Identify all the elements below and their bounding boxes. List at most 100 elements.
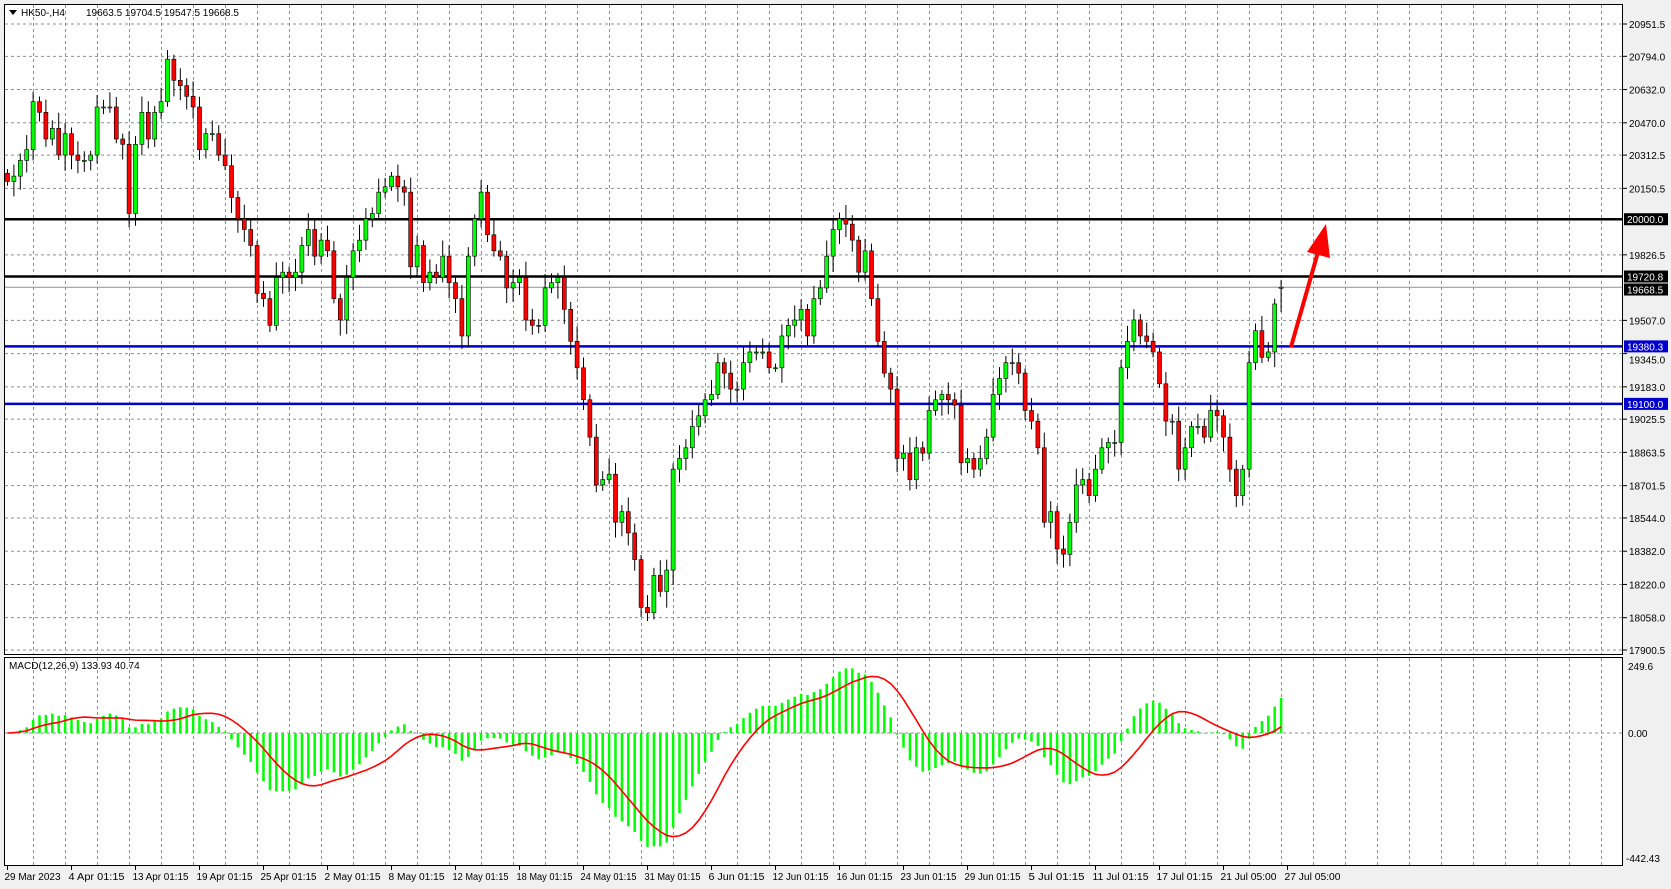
candle-bear (408, 191, 414, 268)
candle-bull (677, 458, 682, 470)
candle-bear (1138, 319, 1143, 337)
candle-bull (165, 58, 170, 102)
arrow-shaft (1289, 251, 1320, 348)
candle-bull (984, 436, 990, 459)
candle-bull (1266, 351, 1271, 358)
candle-bear (229, 165, 234, 198)
candle-bear (235, 197, 241, 220)
price-tick-label: 20470.0 (1629, 119, 1666, 130)
candle-bull (1253, 330, 1258, 363)
level-tag-label: 19668.5 (1627, 286, 1664, 297)
candle-bull (990, 394, 996, 438)
ohlc-readout: 19663.5 19704.5 19547.5 19668.5 (86, 8, 239, 19)
candle-bull (939, 394, 945, 401)
candle-bull (1189, 426, 1194, 449)
candle-bear (875, 298, 881, 342)
candle-bull (1118, 367, 1124, 443)
candle-bear (958, 404, 964, 464)
level-tag-label: 20000.0 (1627, 215, 1664, 226)
macd-scale-zero: 0.00 (1628, 729, 1648, 740)
candle-bull (760, 351, 766, 354)
candle-bull (94, 106, 100, 156)
candles (5, 49, 1284, 621)
candle-bear (721, 362, 727, 374)
candle-bull (741, 362, 746, 390)
candle-bear (216, 133, 221, 156)
candle-bull (1093, 468, 1098, 496)
candle-bear (1227, 436, 1233, 470)
candle-bear (849, 223, 855, 241)
candle-bear (1144, 335, 1149, 342)
candle-bull (203, 133, 209, 150)
candle-bear (267, 298, 273, 326)
candle-bear (114, 106, 119, 140)
time-axis[interactable]: 29 Mar 2023 4 Apr 01:15 13 Apr 01:15 19 Apr… (5, 866, 1341, 883)
time-tick-label: 12 Jun 01:15 (773, 872, 829, 883)
candle-bear (491, 234, 497, 252)
candle-bear (523, 277, 529, 321)
red-arrow-annotation (1289, 224, 1330, 348)
time-tick-label: 8 May 01:15 (389, 872, 445, 883)
candle-bull (747, 351, 753, 363)
candle-bear (587, 399, 593, 438)
level-tag (1624, 213, 1668, 226)
price-tick-label: 19183.0 (1629, 383, 1666, 394)
candle-bull (1246, 362, 1252, 470)
candle-bull (1003, 362, 1009, 379)
candle-bear (1259, 330, 1265, 358)
time-tick-label: 17 Jul 01:15 (1157, 872, 1213, 883)
candle-bull (683, 447, 689, 459)
candle-bear (5, 172, 10, 182)
candle-bull (363, 218, 369, 241)
candle-bear (75, 154, 81, 161)
level-tag (1624, 283, 1668, 296)
candle-bull (293, 271, 298, 278)
price-tick-label: 20951.5 (1629, 20, 1666, 31)
candle-bear (1214, 410, 1220, 417)
candle-bear (529, 319, 535, 326)
candle-bear (1061, 548, 1066, 555)
candle-bull (369, 213, 375, 220)
level-tag (1624, 270, 1668, 283)
candle-bull (49, 128, 55, 140)
candle-bull (785, 325, 791, 337)
candle-bull (1182, 447, 1188, 470)
price-axis[interactable]: 20951.5 20794.0 20632.0 20470.0 20312.5 20150… (1623, 20, 1668, 657)
candle-bear (69, 133, 74, 156)
candle-bear (459, 298, 465, 337)
triangle-down-icon[interactable] (9, 10, 17, 15)
candle-bear (126, 144, 132, 214)
macd-pane-border (4, 657, 1623, 866)
candle-bear (805, 309, 810, 337)
candle-bear (433, 271, 439, 278)
candle-bear (254, 245, 260, 294)
candle-bull (1240, 468, 1245, 496)
level-tag (1624, 340, 1668, 353)
candle-bear (645, 607, 650, 614)
candle-bear (171, 58, 177, 81)
candle-bear (657, 575, 663, 592)
price-tick-label: 18544.0 (1629, 514, 1666, 525)
candle-bull (101, 106, 106, 109)
candle-bull (536, 325, 542, 327)
candle-bear (337, 298, 343, 321)
candle-bull (30, 101, 36, 150)
time-tick-label: 11 Jul 01:15 (1093, 872, 1149, 883)
candle-bull (1131, 319, 1137, 342)
candle-bull (670, 468, 676, 571)
candle-bull (440, 255, 446, 278)
candle-bull (1009, 362, 1015, 364)
candle-bear (638, 559, 644, 608)
candle-bull (792, 319, 798, 326)
time-tick-label: 21 Jul 05:00 (1221, 872, 1277, 883)
time-tick-label: 12 May 01:15 (453, 872, 509, 883)
time-tick-label: 23 Jun 01:15 (901, 872, 957, 883)
candle-bull (107, 106, 113, 109)
time-tick-label: 16 Jun 01:15 (837, 872, 893, 883)
candle-bull (933, 399, 938, 411)
time-tick-label: 18 May 01:15 (517, 872, 573, 883)
candle-bear (561, 277, 567, 310)
candle-bull (651, 575, 657, 614)
candle-bear (197, 106, 202, 150)
